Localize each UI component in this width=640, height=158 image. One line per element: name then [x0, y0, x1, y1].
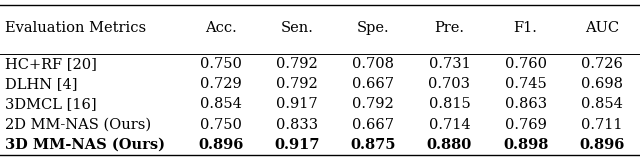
Text: 0.917: 0.917 [274, 138, 320, 152]
Text: 0.769: 0.769 [505, 118, 547, 131]
Text: 0.667: 0.667 [352, 77, 394, 91]
Text: 0.726: 0.726 [581, 57, 623, 71]
Text: 2D MM-NAS (Ours): 2D MM-NAS (Ours) [5, 118, 151, 131]
Text: 0.714: 0.714 [429, 118, 470, 131]
Text: 0.854: 0.854 [200, 97, 242, 111]
Text: 0.708: 0.708 [352, 57, 394, 71]
Text: 0.711: 0.711 [581, 118, 623, 131]
Text: 0.792: 0.792 [352, 97, 394, 111]
Text: 0.815: 0.815 [429, 97, 470, 111]
Text: 0.875: 0.875 [351, 138, 396, 152]
Text: 0.667: 0.667 [352, 118, 394, 131]
Text: 0.917: 0.917 [276, 97, 317, 111]
Text: 3DMCL [16]: 3DMCL [16] [5, 97, 97, 111]
Text: 0.760: 0.760 [505, 57, 547, 71]
Text: 0.863: 0.863 [504, 97, 547, 111]
Text: HC+RF [20]: HC+RF [20] [5, 57, 97, 71]
Text: 0.792: 0.792 [276, 77, 318, 91]
Text: Spe.: Spe. [357, 21, 390, 35]
Text: Sen.: Sen. [280, 21, 314, 35]
Text: 0.750: 0.750 [200, 118, 242, 131]
Text: 0.729: 0.729 [200, 77, 241, 91]
Text: 0.833: 0.833 [276, 118, 318, 131]
Text: 0.880: 0.880 [427, 138, 472, 152]
Text: 0.703: 0.703 [428, 77, 470, 91]
Text: Evaluation Metrics: Evaluation Metrics [5, 21, 147, 35]
Text: AUC: AUC [585, 21, 619, 35]
Text: DLHN [4]: DLHN [4] [5, 77, 77, 91]
Text: 0.896: 0.896 [198, 138, 243, 152]
Text: Pre.: Pre. [435, 21, 465, 35]
Text: 0.898: 0.898 [503, 138, 548, 152]
Text: 0.750: 0.750 [200, 57, 242, 71]
Text: 0.792: 0.792 [276, 57, 318, 71]
Text: F1.: F1. [514, 21, 538, 35]
Text: 0.854: 0.854 [581, 97, 623, 111]
Text: 0.896: 0.896 [579, 138, 625, 152]
Text: 0.745: 0.745 [505, 77, 547, 91]
Text: 0.698: 0.698 [581, 77, 623, 91]
Text: Acc.: Acc. [205, 21, 237, 35]
Text: 3D MM-NAS (Ours): 3D MM-NAS (Ours) [5, 138, 165, 152]
Text: 0.731: 0.731 [429, 57, 470, 71]
